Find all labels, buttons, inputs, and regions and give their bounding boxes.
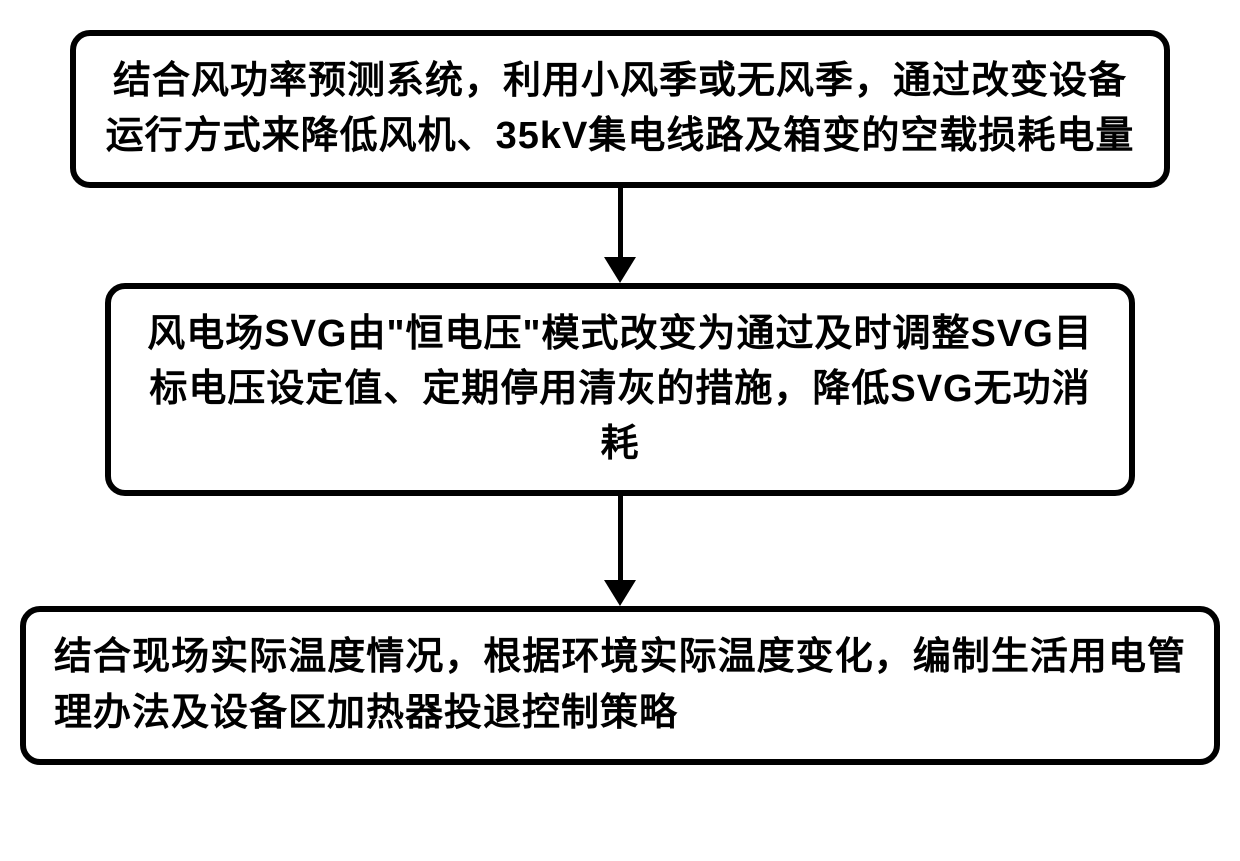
flowchart-step-3: 结合现场实际温度情况，根据环境实际温度变化，编制生活用电管理办法及设备区加热器投…	[20, 606, 1220, 764]
step1-text: 结合风功率预测系统，利用小风季或无风季，通过改变设备运行方式来降低风机、35kV…	[104, 54, 1136, 164]
step3-text: 结合现场实际温度情况，根据环境实际温度变化，编制生活用电管理办法及设备区加热器投…	[54, 630, 1186, 740]
flowchart-step-2: 风电场SVG由"恒电压"模式改变为通过及时调整SVG目标电压设定值、定期停用清灰…	[105, 283, 1135, 496]
arrow-line	[618, 188, 623, 257]
arrow-2	[604, 496, 636, 606]
flowchart-step-1: 结合风功率预测系统，利用小风季或无风季，通过改变设备运行方式来降低风机、35kV…	[70, 30, 1170, 188]
arrow-line	[618, 496, 623, 580]
arrow-head-icon	[604, 257, 636, 283]
step2-text: 风电场SVG由"恒电压"模式改变为通过及时调整SVG目标电压设定值、定期停用清灰…	[139, 307, 1101, 472]
arrow-head-icon	[604, 580, 636, 606]
arrow-1	[604, 188, 636, 283]
